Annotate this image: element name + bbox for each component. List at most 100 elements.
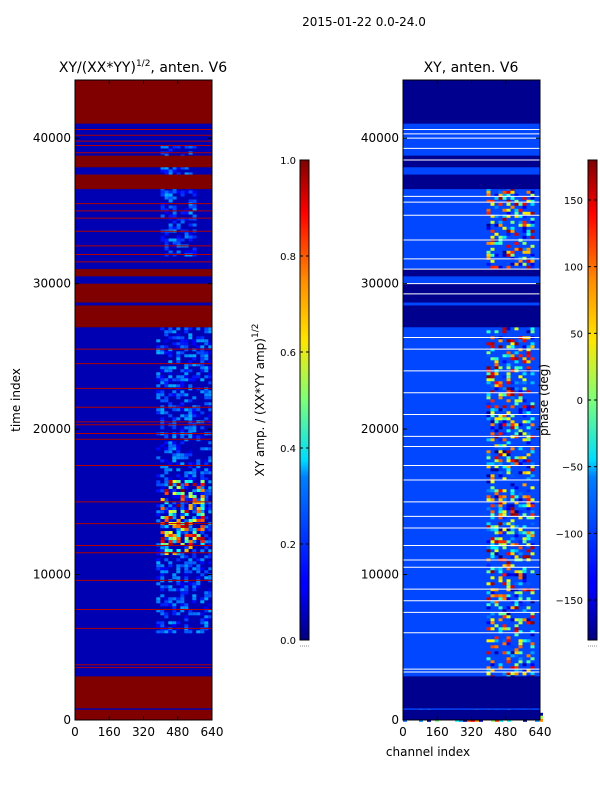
heatmap-cell bbox=[168, 531, 173, 534]
heatmap-cell bbox=[184, 525, 189, 528]
heatmap-cell bbox=[530, 211, 535, 215]
heatmap-cell bbox=[518, 348, 523, 352]
heatmap-cell bbox=[168, 630, 173, 634]
heatmap-cell bbox=[490, 555, 495, 559]
heatmap-cell bbox=[200, 558, 205, 562]
heatmap-cell bbox=[176, 354, 181, 358]
heatmap-cell bbox=[208, 504, 213, 508]
heatmap-cell bbox=[160, 594, 165, 598]
heatmap-cell bbox=[522, 567, 527, 571]
heatmap-cell bbox=[172, 597, 177, 601]
heatmap-cell bbox=[510, 483, 515, 487]
heatmap-cell bbox=[188, 612, 193, 616]
flagged-row-band bbox=[403, 80, 540, 124]
heatmap-cell bbox=[502, 624, 507, 628]
heatmap-cell bbox=[506, 226, 511, 230]
heatmap-cell bbox=[502, 420, 507, 424]
heatmap-cell bbox=[530, 498, 535, 502]
heatmap-cell bbox=[192, 540, 197, 544]
heatmap-cell bbox=[506, 211, 511, 215]
heatmap-cell bbox=[208, 540, 213, 544]
heatmap-cell bbox=[494, 420, 499, 424]
heatmap-cell bbox=[518, 600, 523, 604]
heatmap-cell bbox=[200, 345, 205, 349]
heatmap-cell bbox=[530, 651, 535, 655]
heatmap-cell bbox=[164, 169, 169, 173]
heatmap-cell bbox=[526, 465, 531, 469]
heatmap-cell bbox=[188, 429, 193, 433]
heatmap-cell bbox=[518, 259, 523, 263]
heatmap-cell bbox=[200, 519, 205, 522]
heatmap-cell bbox=[506, 672, 511, 676]
heatmap-cell bbox=[184, 585, 189, 589]
heatmap-cell bbox=[498, 528, 503, 532]
heatmap-cell bbox=[168, 393, 173, 397]
heatmap-cell bbox=[184, 250, 189, 254]
heatmap-cell bbox=[184, 513, 189, 516]
colorbar-tick-label: 50 bbox=[570, 329, 583, 340]
heatmap-cell bbox=[208, 396, 213, 400]
heatmap-cell bbox=[168, 444, 173, 448]
heatmap-cell bbox=[510, 205, 515, 209]
heatmap-cell bbox=[506, 423, 511, 427]
heatmap-cell bbox=[498, 513, 503, 517]
heatmap-cell bbox=[164, 172, 169, 176]
heatmap-cell bbox=[526, 507, 531, 511]
heatmap-cell bbox=[164, 447, 169, 451]
heatmap-cell bbox=[208, 468, 213, 472]
heatmap-cell bbox=[168, 519, 173, 523]
y-tick-label: 20000 bbox=[33, 422, 71, 436]
heatmap-cell bbox=[164, 519, 169, 522]
heatmap-cell bbox=[184, 534, 189, 537]
heatmap-cell bbox=[208, 528, 213, 532]
heatmap-cell bbox=[164, 241, 169, 245]
flagged-row-band bbox=[75, 269, 212, 277]
heatmap-cell bbox=[176, 501, 181, 505]
heatmap-cell bbox=[506, 202, 511, 206]
heatmap-cell bbox=[208, 543, 213, 547]
heatmap-cell bbox=[510, 519, 515, 523]
heatmap-cell bbox=[160, 603, 165, 607]
heatmap-cell bbox=[192, 426, 197, 430]
heatmap-cell bbox=[510, 522, 515, 526]
heatmap-cell bbox=[192, 561, 197, 565]
heatmap-cell bbox=[514, 351, 519, 355]
heatmap-cell bbox=[160, 624, 165, 628]
heatmap-cell bbox=[486, 199, 491, 203]
x-tick-label: 160 bbox=[98, 725, 121, 739]
heatmap-cell bbox=[184, 537, 189, 540]
heatmap-cell bbox=[192, 549, 197, 553]
heatmap-cell bbox=[486, 453, 491, 457]
heatmap-cell bbox=[160, 169, 165, 173]
heatmap-cell bbox=[172, 444, 177, 448]
heatmap-cell bbox=[196, 435, 201, 439]
heatmap-cell bbox=[180, 384, 185, 388]
heatmap-cell bbox=[176, 534, 181, 537]
heatmap-cell bbox=[200, 351, 205, 355]
heatmap-cell bbox=[510, 498, 515, 502]
heatmap-cell bbox=[164, 630, 169, 634]
flagged-row-band bbox=[403, 305, 540, 328]
heatmap-cell bbox=[498, 498, 503, 502]
heatmap-cell bbox=[196, 375, 201, 379]
heatmap-cell bbox=[506, 429, 511, 433]
heatmap-cell bbox=[200, 528, 205, 531]
heatmap-cell bbox=[506, 453, 511, 457]
heatmap-cell bbox=[160, 573, 165, 577]
heatmap-cell bbox=[160, 205, 165, 209]
flagged-row-band bbox=[403, 269, 540, 277]
heatmap-cell bbox=[168, 540, 173, 543]
heatmap-cell bbox=[506, 525, 511, 529]
heatmap-cell bbox=[506, 265, 511, 269]
heatmap-cell bbox=[156, 549, 161, 553]
heatmap-cell bbox=[514, 600, 519, 604]
heatmap-cell bbox=[494, 450, 499, 454]
heatmap-cell bbox=[498, 453, 503, 457]
heatmap-cell bbox=[510, 504, 515, 508]
heatmap-cell bbox=[164, 465, 169, 469]
heatmap-cell bbox=[160, 510, 165, 514]
heatmap-cell bbox=[486, 639, 491, 643]
colorbar-tick-label: 1.0 bbox=[280, 156, 296, 167]
heatmap-cell bbox=[160, 486, 165, 490]
heatmap-cell bbox=[184, 166, 189, 170]
